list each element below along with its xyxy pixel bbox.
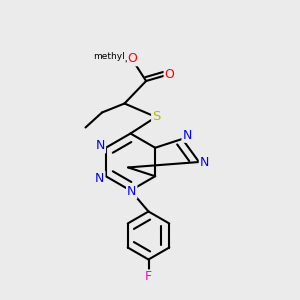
Text: N: N <box>200 156 209 169</box>
Text: methyl: methyl <box>93 52 125 62</box>
Text: O: O <box>165 68 174 81</box>
Text: N: N <box>96 140 105 152</box>
Text: N: N <box>127 185 136 198</box>
Text: S: S <box>152 110 160 123</box>
Text: N: N <box>182 129 192 142</box>
Text: F: F <box>145 270 152 284</box>
Text: N: N <box>95 172 104 184</box>
Text: O: O <box>128 52 137 65</box>
